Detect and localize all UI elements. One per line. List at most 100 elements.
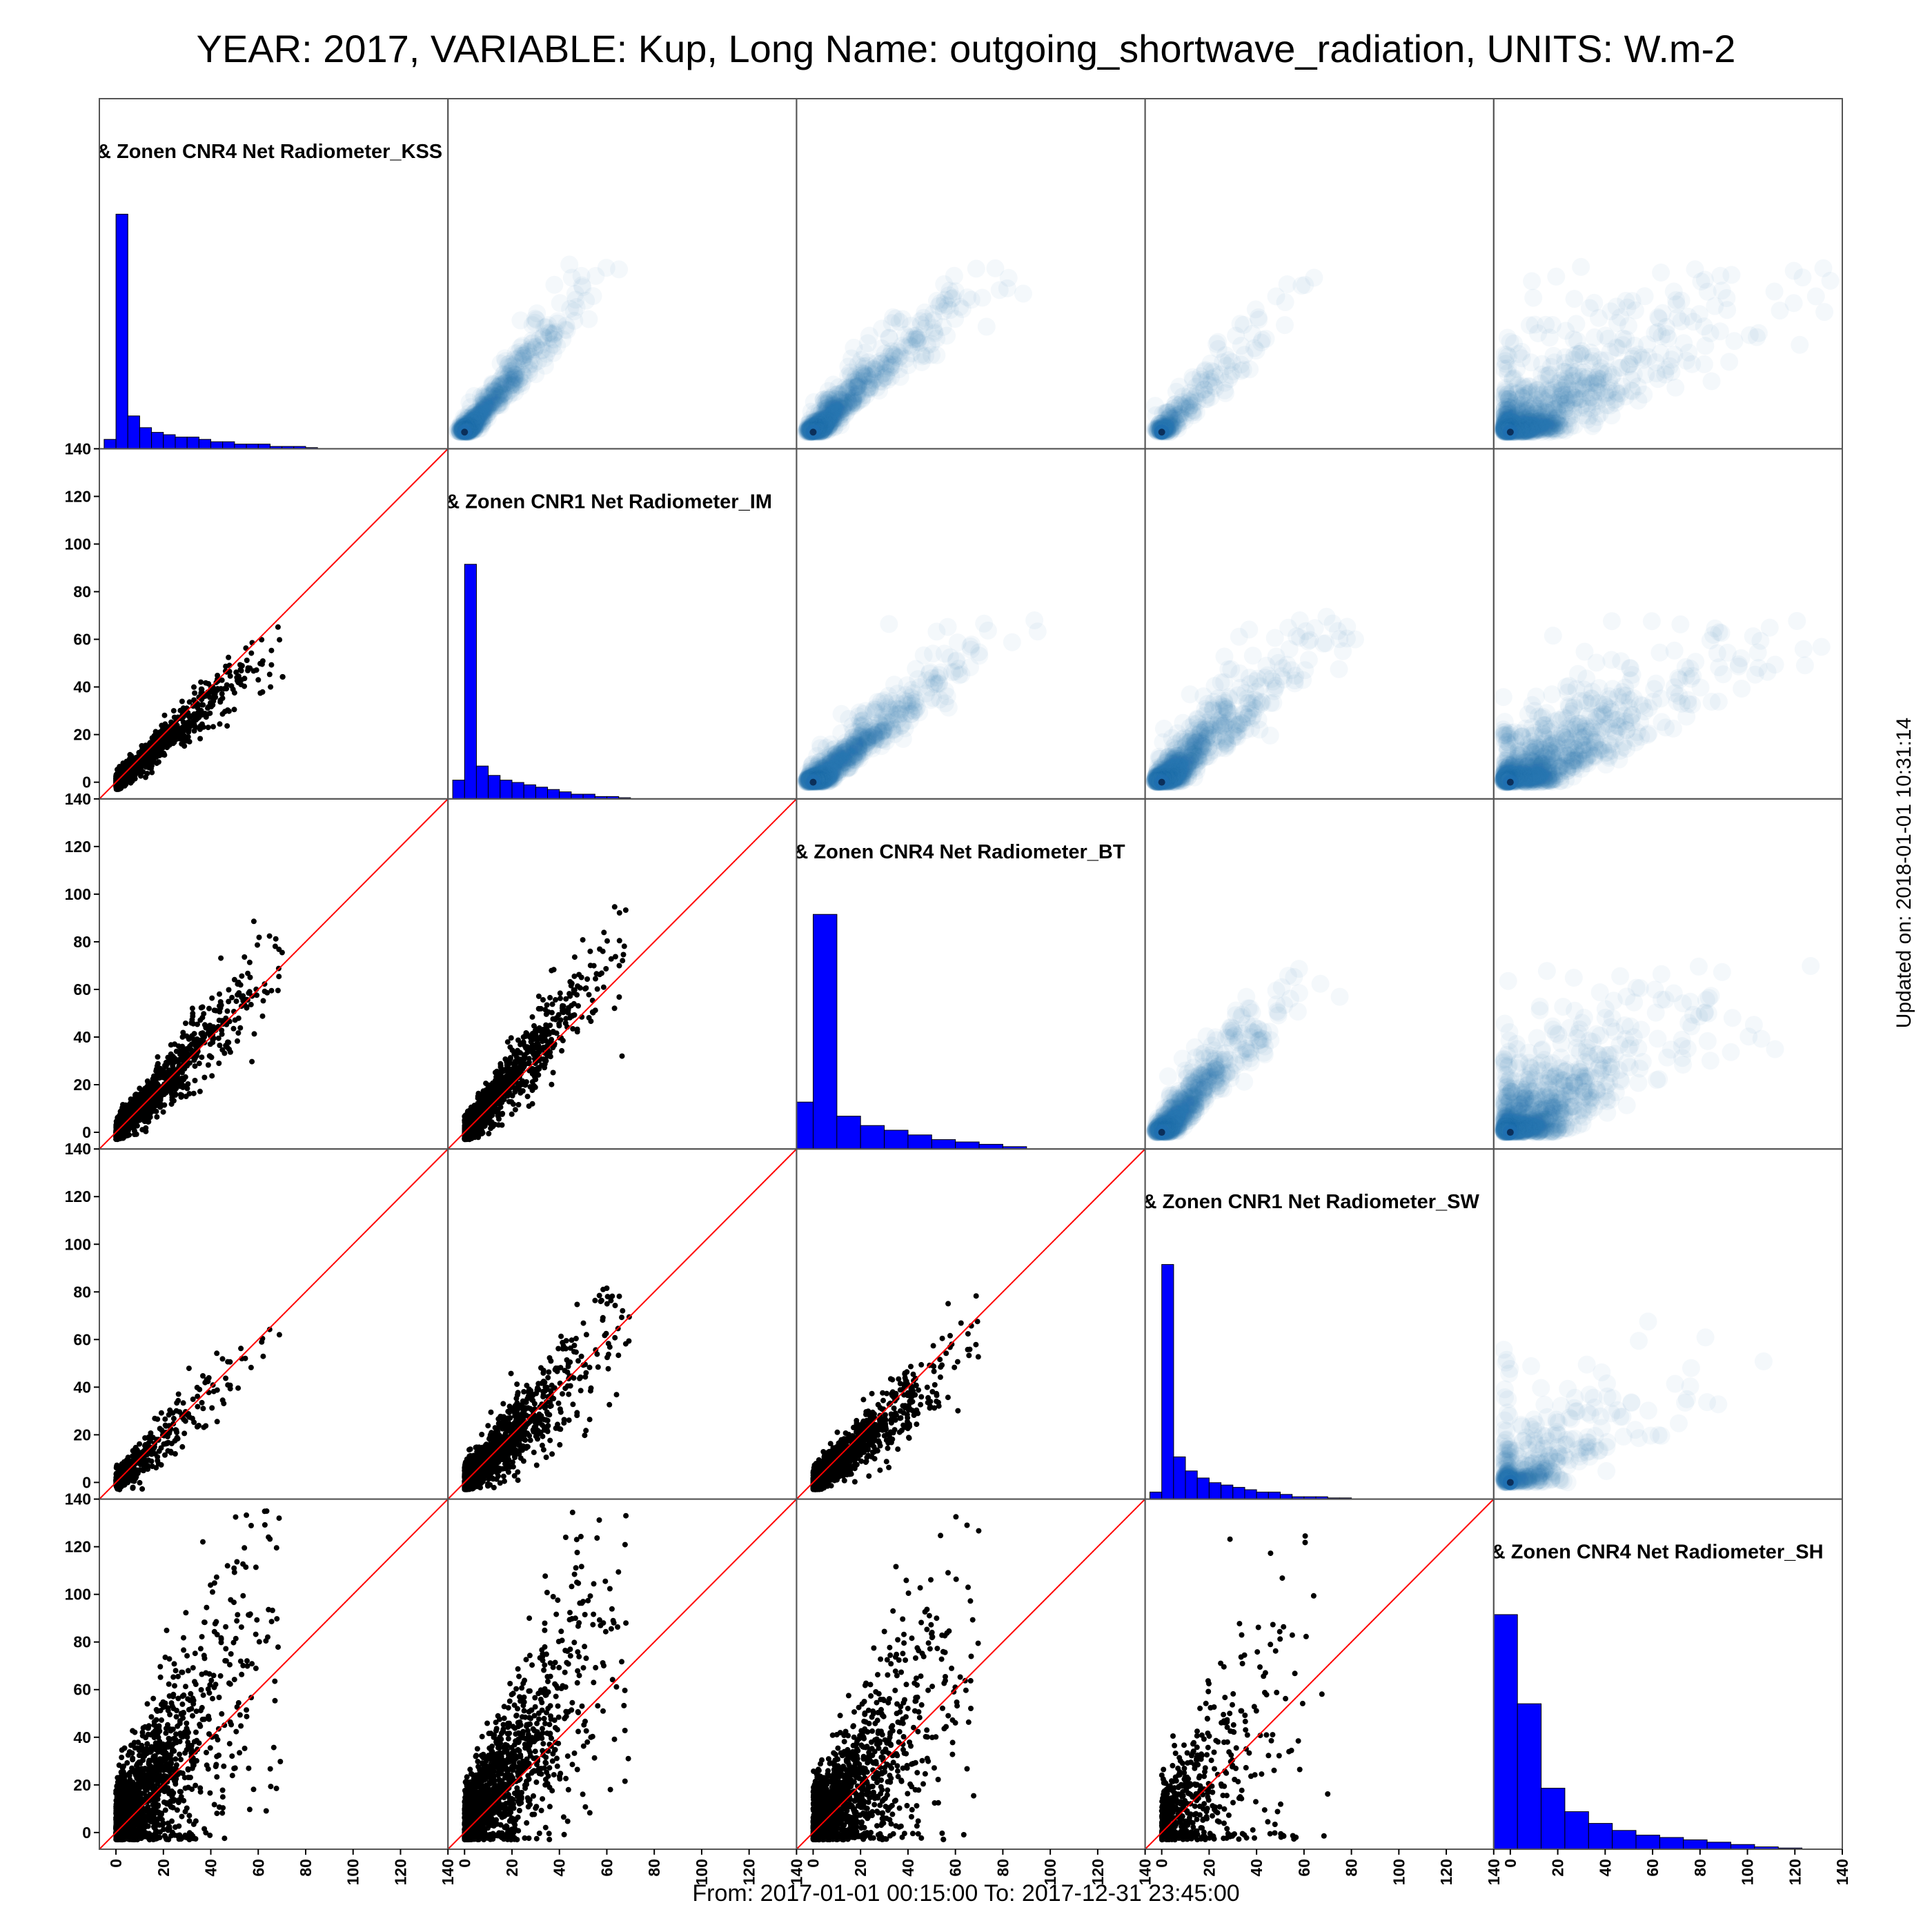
density-blob: [852, 727, 871, 745]
density-blob: [467, 414, 486, 433]
histogram-label: & Zonen CNR4 Net Radiometer_KSS: [97, 141, 442, 163]
density-blob: [813, 402, 831, 421]
density-blob: [827, 401, 845, 420]
density-blob: [526, 313, 544, 332]
density-blob: [814, 760, 833, 779]
density-blob: [1515, 378, 1533, 397]
density-blob: [834, 751, 852, 769]
density-blob: [1234, 360, 1252, 379]
density-blob: [1296, 276, 1314, 294]
density-blob: [851, 739, 870, 758]
density-blob: [1512, 400, 1531, 418]
density-blob: [896, 338, 914, 357]
density-blob: [810, 411, 829, 429]
scatter-point: [248, 650, 255, 656]
density-blob: [1586, 371, 1605, 389]
density-blob: [460, 404, 478, 423]
density-blob: [845, 737, 863, 756]
density-blob: [558, 321, 576, 339]
density-blob: [888, 342, 907, 360]
density-blob: [1512, 342, 1531, 361]
density-blob: [1160, 408, 1179, 426]
scatter-point: [245, 665, 251, 671]
density-blob: [1539, 415, 1557, 433]
density-blob: [484, 375, 502, 393]
density-blob: [1161, 405, 1180, 424]
density-blob: [1556, 422, 1574, 440]
density-blob: [891, 704, 909, 723]
density-blob: [832, 400, 851, 418]
density-blob: [813, 759, 831, 778]
scatter-point: [224, 669, 230, 675]
density-blob: [849, 376, 867, 395]
density-blob: [867, 378, 886, 397]
density-blob: [1512, 413, 1530, 432]
density-blob: [1541, 420, 1559, 437]
density-blob: [822, 388, 841, 407]
density-blob: [499, 382, 518, 401]
histogram-bar: [246, 444, 259, 449]
density-blob: [1521, 413, 1540, 431]
density-blob: [1181, 396, 1199, 415]
density-blob: [809, 411, 828, 429]
density-blob: [486, 383, 504, 401]
density-blob: [1499, 404, 1518, 423]
density-blob: [818, 769, 836, 787]
scatter-point: [226, 654, 232, 660]
density-blob: [830, 404, 849, 422]
density-blob: [817, 394, 836, 413]
density-blob: [1564, 400, 1583, 418]
density-blob: [1180, 400, 1199, 418]
density-blob: [489, 377, 508, 395]
density-blob: [1556, 378, 1575, 397]
scatter-point: [191, 684, 197, 690]
density-blob: [1518, 415, 1537, 434]
density-blob: [1196, 390, 1215, 408]
density-blob: [1541, 412, 1559, 431]
density-blob: [816, 764, 834, 782]
density-blob: [1592, 379, 1610, 397]
density-blob: [1167, 407, 1185, 426]
density-blob: [925, 311, 943, 330]
density-blob: [828, 749, 847, 767]
density-blob: [1518, 411, 1537, 429]
density-blob: [472, 393, 491, 411]
density-blob: [1184, 406, 1203, 424]
density-blob: [858, 727, 877, 745]
density-blob: [849, 748, 867, 767]
density-blob: [1530, 411, 1549, 430]
density-blob: [913, 347, 931, 366]
density-blob: [898, 696, 917, 715]
density-blob: [876, 353, 894, 371]
scatter-point: [192, 690, 198, 696]
scatter-point: [190, 703, 196, 709]
density-blob: [902, 344, 920, 363]
density-blob: [1514, 417, 1532, 435]
density-blob: [1504, 410, 1521, 428]
density-blob: [881, 357, 900, 375]
density-blob: [838, 758, 857, 777]
density-blob: [1495, 411, 1514, 429]
density-blob: [1611, 384, 1630, 403]
density-blob: [816, 405, 834, 424]
density-blob: [496, 374, 515, 393]
density-blob: [455, 411, 474, 430]
density-blob: [917, 684, 936, 702]
density-blob: [489, 388, 507, 406]
density-blob: [834, 400, 852, 418]
density-blob: [845, 750, 863, 769]
density-blob: [815, 410, 833, 428]
density-blob: [822, 400, 840, 419]
density-blob: [1556, 375, 1575, 394]
density-blob: [1521, 407, 1539, 426]
density-blob: [1501, 409, 1520, 428]
density-blob: [1662, 351, 1681, 369]
density-blob: [805, 404, 824, 423]
density-blob: [1499, 390, 1518, 408]
density-blob: [533, 341, 552, 359]
histogram-bar: [186, 436, 199, 449]
density-blob: [482, 395, 500, 413]
density-blob: [462, 408, 481, 426]
density-blob: [838, 390, 856, 408]
density-blob: [525, 340, 544, 359]
